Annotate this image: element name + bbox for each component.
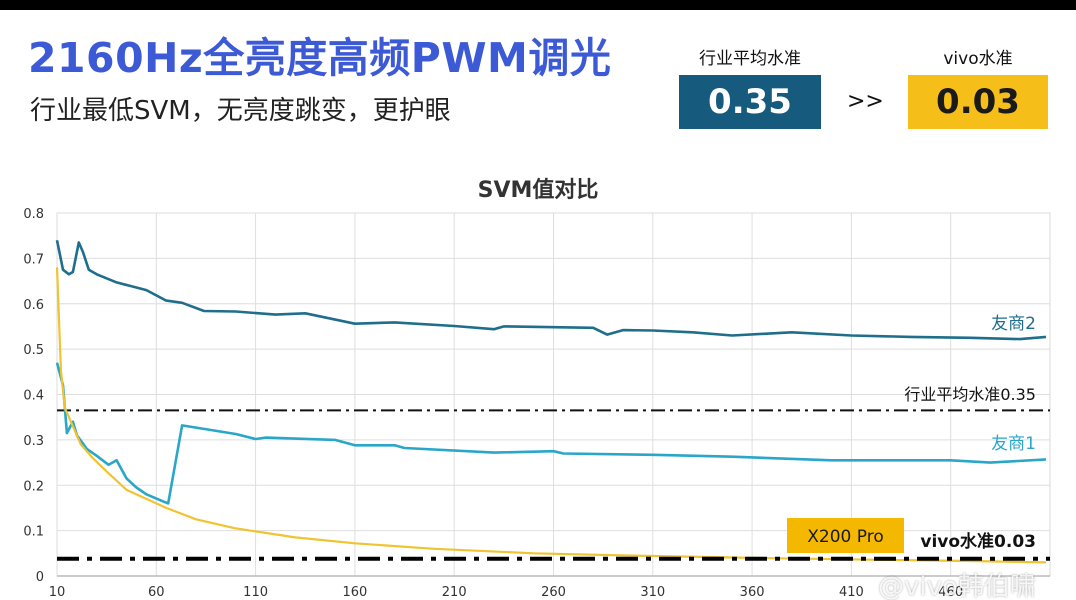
x-tick-label: 160 [342, 585, 367, 600]
y-tick-label: 0.8 [23, 207, 44, 222]
y-tick-label: 0.7 [23, 252, 44, 267]
industry-standard-label: 行业平均水准 [699, 49, 801, 69]
x-tick-label: 260 [541, 585, 566, 600]
x-tick-label: 410 [839, 585, 864, 600]
industry-average-reference-label: 行业平均水准0.35 [904, 385, 1036, 404]
page-subtitle: 行业最低SVM，无亮度跳变，更护眼 [30, 96, 451, 126]
x200-pro-tag [787, 518, 904, 553]
industry-value-box: 0.35 [679, 75, 821, 129]
y-tick-label: 0.5 [23, 343, 44, 358]
page-title: 2160Hz全亮度高频PWM调光 [28, 34, 612, 82]
y-tick-label: 0.2 [23, 479, 44, 494]
x-tick-label: 110 [243, 585, 268, 600]
y-tick-label: 0.4 [23, 389, 44, 404]
competitor-2-line [55, 239, 1047, 341]
vivo-value-box: 0.03 [908, 75, 1048, 129]
x-tick-label: 10 [49, 585, 66, 600]
vivo-standard-label: vivo水准 [943, 49, 1013, 69]
x-tick-label: 360 [740, 585, 765, 600]
competitor-1-line [55, 362, 1047, 505]
y-tick-label: 0.1 [23, 525, 44, 540]
competitor-1-label: 友商1 [991, 434, 1036, 454]
x-tick-label: 460 [938, 585, 963, 600]
comparison-arrow: >> [847, 89, 884, 114]
vivo-value: 0.03 [936, 82, 1020, 122]
chart-title: SVM值对比 [477, 178, 599, 203]
x200-pro-label: X200 Pro [807, 527, 883, 547]
x-tick-label: 60 [148, 585, 165, 600]
vivo-standard-reference-label: vivo水准0.03 [920, 531, 1036, 552]
y-tick-label: 0.3 [23, 434, 44, 449]
industry-value: 0.35 [708, 82, 792, 122]
x-tick-label: 310 [640, 585, 665, 600]
weibo-watermark: @vivo韩伯啸 [878, 572, 1036, 600]
y-tick-label: 0.6 [23, 298, 44, 313]
y-tick-label: 0 [36, 570, 44, 585]
top-black-bar [0, 0, 1076, 10]
x-tick-label: 210 [442, 585, 467, 600]
competitor-2-label: 友商2 [991, 314, 1036, 334]
